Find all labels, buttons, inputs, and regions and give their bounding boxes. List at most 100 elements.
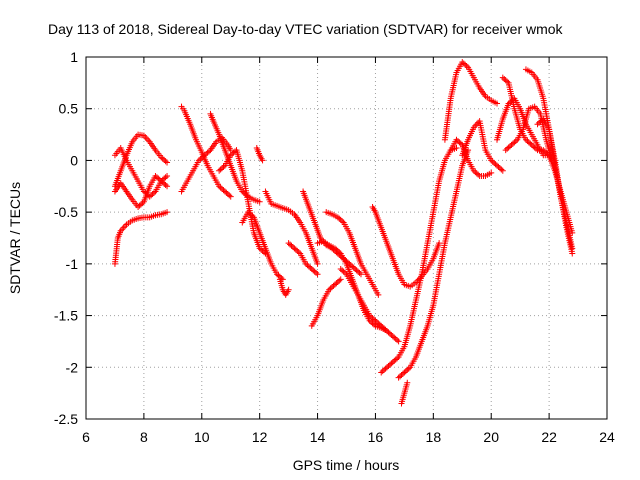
data-point [227,193,234,200]
data-point [398,372,405,379]
data-point [385,362,392,369]
x-tick-label: 10 [194,429,210,445]
data-point [339,218,346,225]
data-point [162,181,169,188]
data-point [494,100,501,107]
y-tick-label: 1 [70,49,78,65]
data-point [331,245,338,252]
data-point [391,357,398,364]
data-point [528,141,535,148]
data-point [227,152,234,159]
data-point [204,149,211,156]
data-point [220,187,227,194]
data-point [219,185,226,192]
data-point [136,202,143,209]
data-point [376,321,383,328]
data-point [499,74,506,81]
data-point [327,285,334,292]
data-point [259,247,266,254]
data-point [535,119,542,126]
data-point [502,77,509,84]
data-point [368,313,375,320]
data-point [473,170,480,177]
data-point [382,365,389,372]
data-point [146,193,153,200]
data-point [370,321,377,328]
data-point [505,144,512,151]
data-point [149,191,156,198]
data-point [161,156,168,163]
data-point [340,268,347,275]
data-point [395,374,402,381]
data-point [436,240,443,247]
data-point [375,320,382,327]
y-axis-title: SDTVAR / TECUs [7,182,23,294]
data-point [164,209,171,216]
data-point [350,264,357,271]
data-point [508,141,515,148]
data-point [391,334,398,341]
data-point [370,316,377,323]
data-point [504,145,511,152]
data-point [527,140,534,147]
data-point [492,161,499,168]
tick-layer: 6 8 10 12 14 16 18 20 22 24 -2.5 -2 -1.5 -1 -0.5 0 0.5 1 [54,49,615,445]
data-point [454,138,461,145]
data-point [195,157,202,164]
data-point [145,137,152,144]
data-point [278,275,285,282]
data-point [336,215,343,222]
y-tick-label: -2.5 [54,411,78,427]
data-point [501,75,508,82]
x-tick-label: 16 [368,429,384,445]
data-point [256,245,263,252]
data-point [381,325,388,332]
data-point [158,154,165,161]
data-point [287,241,294,248]
data-point [336,277,343,284]
plot-frame [85,56,608,420]
data-point [378,369,385,376]
data-point [463,63,470,70]
data-point [122,223,129,230]
chart-title: Day 113 of 2018, Sidereal Day-to-day VTE… [48,21,564,37]
data-point [386,330,393,337]
x-tick-label: 22 [541,429,557,445]
data-point [227,147,234,154]
data-point [310,267,317,274]
data-point [337,266,344,273]
data-point [392,335,399,342]
data-point [249,213,256,220]
x-tick-label: 8 [140,429,148,445]
data-point [384,328,391,335]
data-point [229,150,236,157]
data-point [223,189,230,196]
data-point [219,165,226,172]
data-point [151,189,158,196]
x-tick-label: 12 [252,429,268,445]
data-point [382,326,389,333]
data-point [499,167,506,174]
data-point [543,149,550,156]
data-point [522,136,529,143]
data-point [347,262,354,269]
data-point [314,271,321,278]
data-point [569,250,576,257]
data-point [140,188,147,195]
data-point [159,155,166,162]
x-tick-label: 24 [599,429,615,445]
data-point [488,169,495,176]
x-axis-title: GPS time / hours [293,457,400,473]
y-tick-label: 0 [70,152,78,168]
data-point [541,148,548,155]
data-point [379,324,386,331]
data-point [152,172,159,179]
data-point [224,191,231,198]
data-point [462,61,469,68]
data-point [162,158,169,165]
data-point [459,59,466,66]
data-point [495,163,502,170]
data-point [456,139,463,146]
data-point [538,117,545,124]
